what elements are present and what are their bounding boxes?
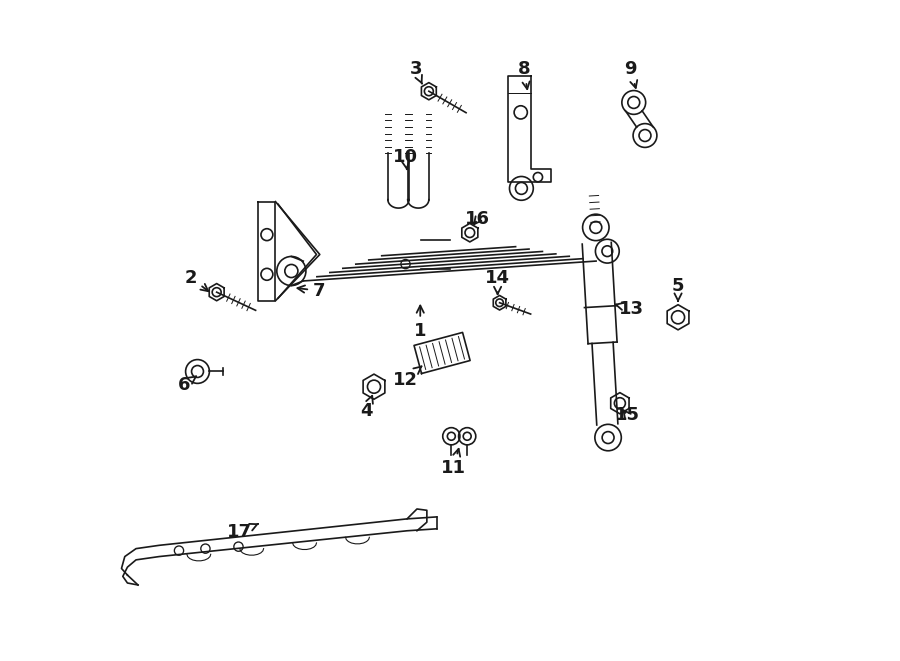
Text: 14: 14 (485, 268, 510, 294)
Text: 10: 10 (392, 148, 418, 169)
Text: 8: 8 (518, 60, 530, 89)
Text: 13: 13 (616, 299, 644, 318)
Text: 11: 11 (441, 449, 466, 477)
Text: 17: 17 (228, 523, 258, 541)
Text: 2: 2 (184, 268, 208, 292)
Text: 15: 15 (615, 406, 640, 424)
Text: 16: 16 (465, 210, 491, 229)
Text: 1: 1 (414, 305, 427, 340)
Text: 7: 7 (297, 282, 326, 300)
Text: 3: 3 (410, 60, 422, 84)
Text: 5: 5 (671, 276, 684, 301)
Text: 12: 12 (392, 366, 421, 389)
Text: 9: 9 (625, 60, 637, 88)
Text: 4: 4 (360, 396, 373, 420)
Text: 6: 6 (178, 375, 196, 394)
